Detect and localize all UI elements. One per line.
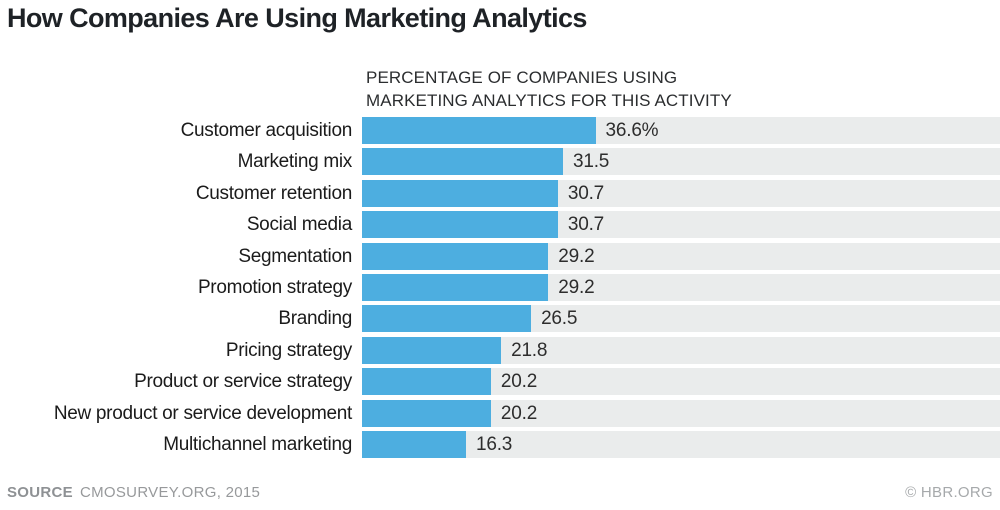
- bar-row: Marketing mix 31.5: [0, 148, 1000, 176]
- bar-row: Promotion strategy 29.2: [0, 273, 1000, 301]
- bar-track: 29.2: [362, 242, 1000, 270]
- bar: [362, 117, 596, 144]
- bar-chart: Customer acquisition 36.6% Marketing mix 31…: [0, 117, 1000, 458]
- value-label: 26.5: [541, 308, 578, 330]
- bar: [362, 179, 558, 207]
- bar-track: 16.3: [362, 430, 1000, 458]
- bar: [362, 368, 491, 396]
- page-title: How Companies Are Using Marketing Analyt…: [7, 3, 587, 33]
- category-label: Customer acquisition: [180, 120, 353, 141]
- category-label: New product or service development: [53, 402, 352, 424]
- value-label: 21.8: [511, 339, 548, 361]
- bar-track: 30.7: [362, 179, 1000, 207]
- bar-track: 29.2: [362, 273, 1000, 301]
- bar: [362, 305, 532, 333]
- category-label: Customer retention: [195, 182, 352, 204]
- bar: [362, 211, 558, 239]
- bar: [362, 148, 563, 176]
- value-label: 29.2: [558, 276, 595, 298]
- footer: SOURCE CMOSURVEY.ORG, 2015 © HBR.ORG: [7, 484, 993, 501]
- bar-track: 20.2: [362, 399, 1000, 427]
- axis-caption-line2: MARKETING ANALYTICS FOR THIS ACTIVITY: [366, 91, 732, 110]
- bar: [362, 273, 549, 301]
- bar-track: 26.5: [362, 305, 1000, 333]
- bar-track: 31.5: [362, 148, 1000, 176]
- category-label: Multichannel marketing: [163, 433, 352, 455]
- bar-track: 30.7: [362, 211, 1000, 239]
- axis-caption: PERCENTAGE OF COMPANIES USING MARKETING …: [366, 66, 732, 112]
- axis-caption-line1: PERCENTAGE OF COMPANIES USING: [366, 68, 678, 87]
- bar: [362, 242, 549, 270]
- bar-row: Multichannel marketing 16.3: [0, 430, 1000, 458]
- source-label: SOURCE: [7, 484, 73, 501]
- bar-row: Social media 30.7: [0, 211, 1000, 239]
- value-label: 16.3: [475, 433, 513, 455]
- value-label: 20.2: [500, 402, 538, 424]
- category-label: Product or service strategy: [134, 371, 352, 393]
- category-label: Segmentation: [238, 245, 352, 267]
- bar-row: Pricing strategy 21.8: [0, 336, 1000, 364]
- source-value: CMOSURVEY.ORG, 2015: [79, 484, 261, 501]
- category-label: Branding: [278, 308, 352, 330]
- category-label: Promotion strategy: [197, 276, 352, 298]
- value-label: 30.7: [567, 182, 605, 204]
- credit-label: © HBR.ORG: [905, 484, 993, 501]
- bar-track: 20.2: [362, 368, 1000, 396]
- category-label: Pricing strategy: [225, 339, 352, 361]
- bar: [362, 399, 491, 427]
- category-label: Social media: [246, 214, 352, 236]
- bar-row: Branding 26.5: [0, 305, 1000, 333]
- value-label: 20.2: [500, 371, 538, 393]
- bar-row: Customer retention 30.7: [0, 179, 1000, 207]
- bar: [362, 430, 466, 458]
- value-label: 36.6%: [605, 120, 659, 141]
- value-label: 31.5: [572, 151, 610, 173]
- bar-row: Product or service strategy 20.2: [0, 368, 1000, 396]
- bar-row: Segmentation 29.2: [0, 242, 1000, 270]
- category-label: Marketing mix: [237, 151, 353, 173]
- value-label: 29.2: [558, 245, 595, 267]
- bar-row: Customer acquisition 36.6%: [0, 117, 1000, 144]
- value-label: 30.7: [567, 214, 605, 236]
- bar-track: 21.8: [362, 336, 1000, 364]
- bar-row: New product or service development 20.2: [0, 399, 1000, 427]
- bar: [362, 336, 502, 364]
- bar-track: 36.6%: [362, 117, 1000, 144]
